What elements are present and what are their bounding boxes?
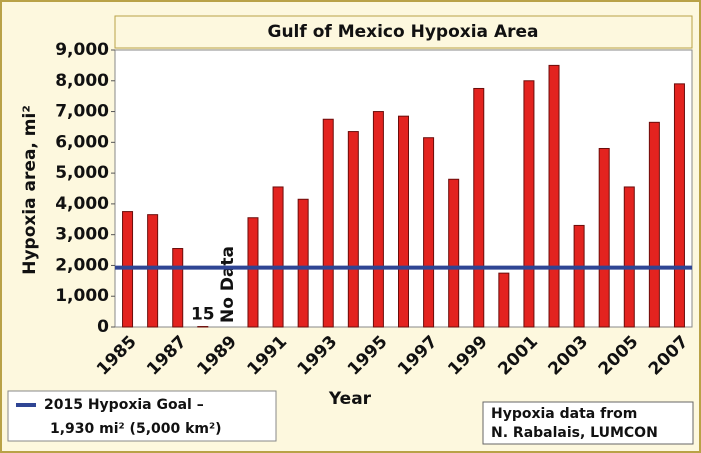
bar [548,64,560,328]
y-tick-label: 9,000 [55,40,109,60]
y-tick-label: 4,000 [55,194,109,214]
value-label: 15 [191,305,215,325]
bar [322,118,334,328]
bar [648,121,660,328]
chart-title: Gulf of Mexico Hypoxia Area [268,22,539,42]
value-label: No Data [218,246,238,323]
legend-text: 2015 Hypoxia Goal – [44,397,204,413]
y-tick-label: 5,000 [55,163,109,183]
bar [573,224,585,328]
bar [247,217,259,328]
source-note: Hypoxia data from [491,406,637,422]
legend-text: 1,930 mi² (5,000 km²) [50,421,222,437]
bar [398,115,409,328]
legend [7,390,277,442]
y-tick-label: 8,000 [55,71,109,91]
source-note: N. Rabalais, LUMCON [491,425,658,441]
y-tick-label: 7,000 [55,102,109,122]
bar [297,198,309,328]
y-tick-label: 0 [97,317,109,337]
y-tick-label: 3,000 [55,225,109,245]
bar [598,147,610,328]
bar [473,87,485,328]
bar [347,131,359,328]
bar [498,272,510,328]
bar [448,178,460,328]
source-box [482,401,694,445]
bar [523,80,535,328]
bar [272,186,284,328]
y-axis-label: Hypoxia area, mi² [20,105,40,275]
title-box [114,15,693,49]
y-tick-label: 6,000 [55,132,109,152]
bar [623,186,635,328]
bar [372,111,384,328]
bar [673,83,685,328]
y-tick-label: 1,000 [55,286,109,306]
y-tick-label: 2,000 [55,255,109,275]
bar [423,137,435,328]
x-axis-label: Year [328,389,372,409]
bar [147,214,159,328]
bar [172,248,184,328]
